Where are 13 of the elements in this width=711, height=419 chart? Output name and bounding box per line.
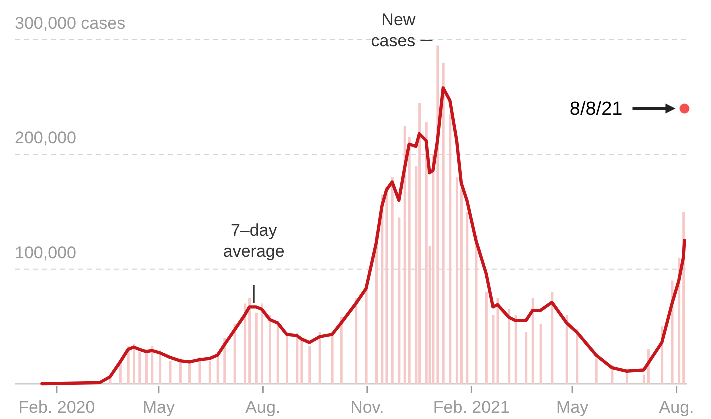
- x-tick-label: Aug.: [659, 398, 694, 417]
- annotation: 8/8/21: [570, 98, 623, 120]
- x-tick-label: Nov.: [350, 398, 384, 417]
- x-tick-label: Aug.: [246, 398, 281, 417]
- x-tick-label: Feb. 2021: [433, 398, 510, 417]
- y-tick-label: 200,000: [15, 128, 76, 148]
- x-tick-label: May: [556, 398, 590, 417]
- y-tick-label: 100,000: [15, 243, 76, 262]
- annotation: New cases: [371, 10, 416, 51]
- x-tick-label: May: [142, 398, 176, 417]
- y-tick-label: 300,000 cases: [15, 14, 126, 33]
- x-tick-label: Feb. 2020: [18, 398, 96, 417]
- annotation: 7–day average: [223, 221, 285, 262]
